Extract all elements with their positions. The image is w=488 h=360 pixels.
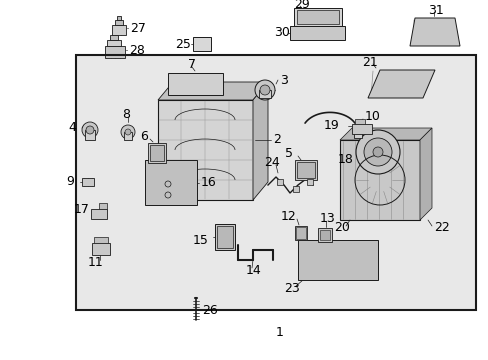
Circle shape: [86, 126, 94, 134]
Bar: [124, 132, 132, 140]
Text: 2: 2: [272, 134, 280, 147]
Bar: [193, 37, 210, 51]
Text: 25: 25: [175, 37, 190, 50]
Text: 6: 6: [140, 130, 147, 144]
Text: 10: 10: [364, 111, 380, 123]
Text: 26: 26: [202, 303, 217, 316]
Bar: [293, 8, 341, 26]
Bar: [292, 186, 298, 192]
Text: 28: 28: [129, 44, 144, 57]
Bar: [351, 124, 371, 134]
Circle shape: [254, 80, 274, 100]
Bar: [296, 162, 314, 178]
Bar: [215, 224, 235, 250]
Text: 30: 30: [273, 27, 289, 40]
Bar: [295, 227, 305, 239]
Bar: [339, 140, 419, 220]
Text: 1: 1: [275, 325, 284, 338]
Text: 22: 22: [433, 221, 449, 234]
Text: 4: 4: [68, 121, 76, 135]
Bar: [110, 35, 118, 40]
Polygon shape: [367, 70, 434, 98]
Bar: [294, 160, 316, 180]
Polygon shape: [252, 82, 267, 200]
Bar: [158, 100, 252, 200]
Bar: [94, 237, 108, 243]
Circle shape: [164, 181, 171, 187]
Bar: [276, 179, 283, 185]
Text: 15: 15: [193, 234, 208, 247]
Bar: [353, 126, 361, 138]
Text: 11: 11: [88, 256, 103, 269]
Circle shape: [355, 130, 399, 174]
Text: 18: 18: [337, 153, 353, 166]
Bar: [306, 179, 312, 185]
Circle shape: [372, 147, 382, 157]
Text: 29: 29: [293, 0, 309, 10]
Circle shape: [164, 192, 171, 198]
Text: 31: 31: [427, 4, 443, 17]
Bar: [145, 160, 197, 205]
Bar: [107, 40, 121, 46]
Text: 12: 12: [281, 211, 296, 224]
Polygon shape: [419, 128, 431, 220]
Circle shape: [82, 122, 98, 138]
Text: 14: 14: [245, 264, 261, 276]
Bar: [168, 73, 223, 95]
Bar: [76, 55, 475, 310]
Circle shape: [121, 125, 135, 139]
Text: 21: 21: [361, 55, 377, 68]
Bar: [148, 143, 165, 163]
Circle shape: [260, 85, 269, 95]
Circle shape: [125, 129, 131, 135]
Text: 20: 20: [333, 221, 349, 234]
Bar: [112, 25, 126, 35]
Text: 23: 23: [284, 282, 299, 294]
Bar: [354, 119, 364, 124]
Text: 17: 17: [74, 203, 90, 216]
Text: 27: 27: [130, 22, 145, 35]
Bar: [317, 228, 331, 242]
Text: 24: 24: [264, 157, 279, 170]
Bar: [294, 226, 306, 240]
Text: 7: 7: [187, 58, 196, 72]
Polygon shape: [409, 18, 459, 46]
Text: 8: 8: [122, 108, 130, 121]
Bar: [82, 178, 94, 186]
Bar: [99, 203, 107, 209]
Bar: [115, 20, 123, 25]
Bar: [85, 130, 95, 140]
Bar: [105, 46, 125, 58]
Bar: [91, 209, 107, 219]
Text: 5: 5: [285, 148, 292, 161]
Polygon shape: [339, 128, 431, 140]
Bar: [319, 230, 329, 240]
Circle shape: [363, 138, 391, 166]
Text: 16: 16: [201, 176, 216, 189]
Bar: [217, 226, 232, 248]
Text: 13: 13: [319, 212, 335, 225]
Bar: [76, 55, 475, 310]
Text: 19: 19: [324, 120, 339, 132]
Bar: [150, 145, 163, 161]
Bar: [296, 10, 338, 24]
Bar: [117, 16, 121, 20]
Polygon shape: [158, 82, 267, 100]
Bar: [92, 243, 110, 255]
Text: 3: 3: [280, 73, 287, 86]
Text: 9: 9: [66, 175, 74, 189]
Bar: [289, 26, 345, 40]
Bar: [259, 90, 270, 98]
Bar: [297, 240, 377, 280]
